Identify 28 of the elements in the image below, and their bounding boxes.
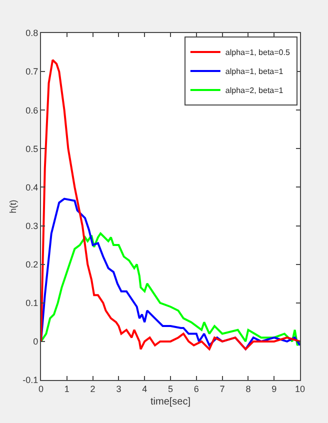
legend-label: alpha=2, beta=1 [225, 86, 284, 96]
line-series [41, 198, 300, 350]
y-tick-label: 0.5 [26, 144, 38, 154]
y-tick-label: 0.1 [26, 298, 38, 308]
x-tick-label: 10 [294, 384, 306, 394]
x-axis-title: time[sec] [150, 396, 191, 408]
legend-label: alpha=1, beta=1 [225, 67, 284, 76]
y-tick-label: 0 [33, 336, 38, 347]
y-tick-label: 0.2 [26, 259, 38, 270]
y-tick-label: -0.1 [22, 375, 38, 386]
x-tick-label: 6 [194, 384, 199, 394]
y-tick-label: 0.7 [26, 66, 38, 77]
x-tick-label: 1 [64, 384, 70, 394]
x-tick-label: 2 [90, 384, 96, 394]
x-tick-label: 8 [246, 384, 251, 394]
x-tick-label: 5 [168, 384, 174, 394]
y-tick-label: 0.8 [26, 28, 38, 38]
x-tick-label: 9 [272, 384, 277, 394]
x-tick-label: 7 [220, 384, 225, 394]
y-axis-title: h(t) [8, 200, 18, 214]
line-series [41, 232, 300, 346]
line-series [41, 58, 300, 350]
y-tick-label: 0.4 [26, 182, 38, 192]
y-tick-label: 0.6 [26, 105, 38, 116]
x-tick-label: 4 [142, 384, 148, 394]
x-tick-label: 3 [116, 384, 122, 394]
y-tick-label: 0.3 [26, 220, 38, 231]
legend-label: alpha=1, beta=0.5 [225, 48, 290, 58]
